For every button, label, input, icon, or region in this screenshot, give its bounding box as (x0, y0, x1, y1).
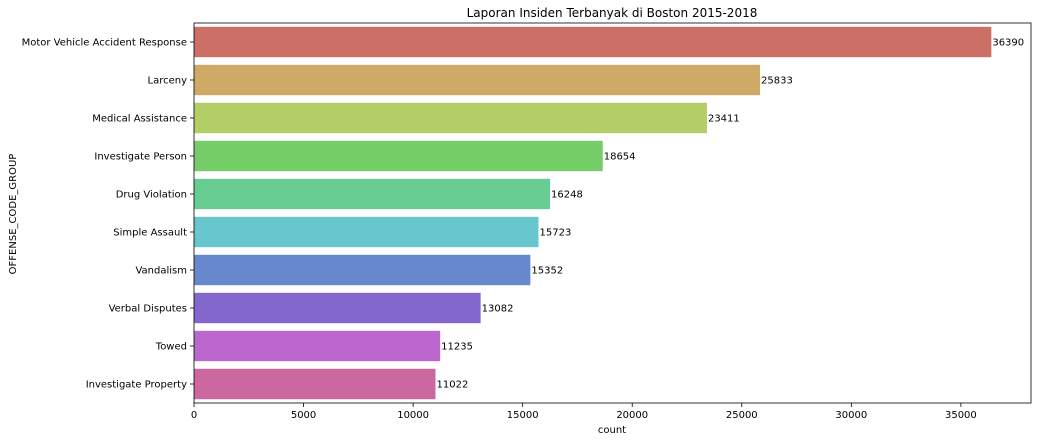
x-tick-label-7: 35000 (945, 410, 977, 421)
x-tick-label-5: 25000 (726, 410, 758, 421)
bar-4 (194, 178, 551, 210)
y-tick-label-2: Medical Assistance (92, 114, 187, 125)
y-tick-label-0: Motor Vehicle Accident Response (22, 38, 187, 49)
data-label-1: 25833 (761, 76, 793, 87)
y-axis-title: OFFENSE_CODE_GROUP (8, 154, 19, 275)
bar-0 (194, 26, 992, 58)
data-label-7: 13082 (482, 304, 514, 315)
y-tick-label-1: Larceny (148, 76, 188, 87)
bar-8 (194, 330, 441, 362)
bar-5 (194, 216, 539, 248)
plot-area: 36390 Motor Vehicle Accident Response 2583… (22, 22, 1032, 421)
x-tick-label-3: 15000 (507, 410, 539, 421)
x-axis-title: count (598, 425, 626, 436)
bar-1 (194, 64, 761, 96)
data-label-8: 11235 (441, 342, 473, 353)
y-tick-label-7: Verbal Disputes (109, 304, 187, 315)
data-label-0: 36390 (992, 38, 1024, 49)
x-tick-label-1: 5000 (291, 410, 316, 421)
bar-3 (194, 140, 603, 172)
data-label-6: 15352 (531, 266, 563, 277)
y-tick-label-8: Towed (155, 342, 187, 353)
x-tick-label-2: 10000 (397, 410, 429, 421)
x-tick-label-4: 20000 (616, 410, 648, 421)
data-label-2: 23411 (708, 114, 740, 125)
bar-9 (194, 368, 436, 400)
y-tick-label-6: Vandalism (135, 266, 187, 277)
data-label-5: 15723 (540, 228, 572, 239)
data-label-9: 11022 (437, 380, 469, 391)
y-tick-label-3: Investigate Person (94, 152, 187, 163)
x-tick-label-6: 30000 (835, 410, 867, 421)
x-tick-label-0: 0 (191, 410, 197, 421)
y-tick-label-5: Simple Assault (113, 228, 187, 239)
data-label-4: 16248 (551, 190, 583, 201)
y-tick-label-4: Drug Violation (116, 190, 187, 201)
y-tick-label-9: Investigate Property (86, 380, 187, 391)
bar-6 (194, 254, 531, 286)
data-label-3: 18654 (604, 152, 636, 163)
bar-2 (194, 102, 707, 134)
bar-7 (194, 292, 481, 324)
chart-title: Laporan Insiden Terbanyak di Boston 2015… (467, 6, 758, 20)
plot-frame (193, 22, 1032, 404)
